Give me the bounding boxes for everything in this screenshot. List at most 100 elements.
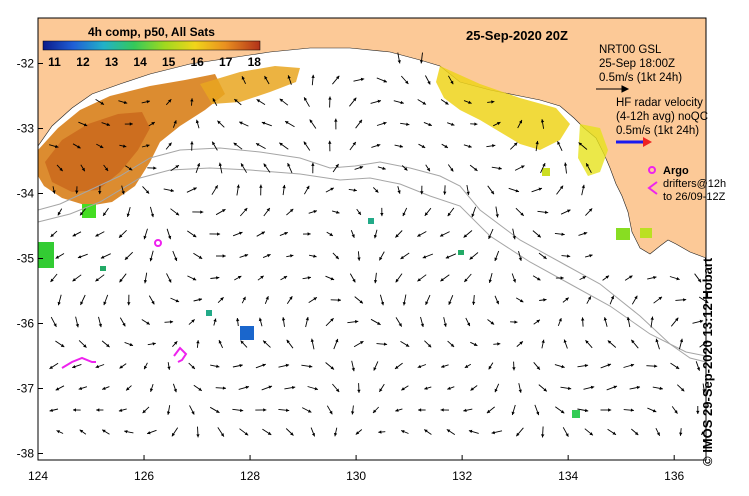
current-arrow-head [264, 76, 268, 80]
current-arrow-head [373, 280, 378, 284]
current-arrow-head [352, 142, 356, 146]
current-arrow-head [490, 321, 495, 325]
current-arrow-head [212, 98, 216, 102]
current-arrow-head [147, 431, 151, 435]
current-arrow-head [49, 365, 53, 369]
current-arrow-head [492, 144, 496, 148]
current-arrow-head [518, 257, 522, 261]
lat-tick-label: -35 [17, 252, 35, 266]
current-arrow-head [351, 367, 355, 372]
sst-pixels [38, 168, 652, 418]
current-arrow-head [419, 60, 424, 64]
current-arrow-head [420, 191, 424, 195]
current-arrow-head [119, 365, 123, 369]
current-arrow-head [395, 365, 399, 369]
current-arrow-head [355, 320, 359, 324]
current-arrow-head [376, 143, 381, 148]
current-arrow-head [244, 432, 249, 436]
argo-label: Argo [663, 165, 689, 177]
current-arrow-head [445, 101, 449, 105]
current-arrow-head [630, 408, 634, 412]
current-arrow-head [220, 297, 224, 301]
radar-scale-arrow-head [643, 137, 652, 147]
current-arrow-head [402, 302, 406, 306]
current-arrow-head [491, 100, 495, 104]
current-arrow-head [653, 276, 657, 280]
current-arrow-head [655, 338, 659, 343]
current-arrow-head [191, 411, 195, 415]
current-arrow-head [198, 387, 202, 391]
current-arrow-head [588, 208, 593, 212]
colorbar-ticks: 11 12 13 14 15 16 17 18 [48, 55, 261, 69]
current-arrow-head [222, 386, 226, 390]
current-arrow-head [168, 235, 172, 240]
current-arrow-head [336, 210, 340, 214]
current-arrow-head [557, 141, 561, 145]
current-arrow-head [495, 214, 499, 218]
current-arrow-head [52, 190, 56, 194]
current-arrow-head [335, 388, 340, 392]
current-arrow-head [240, 408, 244, 412]
current-arrow-head [440, 408, 444, 412]
current-arrow-head [537, 234, 541, 238]
current-arrow-head [73, 408, 76, 412]
current-arrow-head [379, 388, 383, 392]
colorbar [42, 40, 261, 51]
current-arrow-head [309, 364, 313, 368]
lon-tick-label: 124 [28, 469, 48, 483]
current-arrow-head [353, 188, 357, 192]
current-arrow-head [468, 429, 473, 434]
bathymetry-contours [37, 147, 707, 363]
current-arrow-head [536, 319, 540, 323]
current-arrow-head [290, 432, 294, 436]
current-arrow-head [195, 119, 200, 124]
current-arrow-head [237, 276, 242, 279]
current-arrow-head [359, 300, 363, 304]
current-arrow-head [561, 364, 565, 369]
current-arrow-head [474, 167, 478, 171]
current-arrow-head [379, 256, 383, 261]
current-arrow-head [175, 212, 180, 216]
current-arrow-head [421, 144, 426, 148]
current-arrow-head [222, 254, 226, 258]
current-arrow-head [676, 277, 680, 281]
current-arrow-head [656, 432, 660, 436]
current-arrow-head [398, 323, 402, 327]
current-arrow-head [427, 344, 432, 348]
current-arrow-head [60, 343, 65, 347]
current-arrow-head [173, 120, 177, 124]
model-scale-arrow [596, 85, 630, 93]
current-arrow-head [311, 433, 315, 437]
current-arrow-head [375, 189, 379, 193]
current-arrow-head [674, 410, 678, 414]
current-arrow-head [286, 408, 290, 412]
current-arrow-head [540, 119, 545, 123]
current-arrow-head [289, 208, 294, 213]
current-arrow-head [214, 185, 218, 189]
current-arrow-head [168, 142, 172, 147]
sst-pixel-cluster [206, 310, 212, 316]
lat-tick-label: -32 [17, 57, 35, 71]
current-arrow-head [309, 119, 313, 123]
current-arrow-head [450, 343, 455, 347]
current-arrow-head [699, 319, 704, 324]
current-arrow-head [310, 338, 314, 342]
current-arrow-head [258, 317, 263, 322]
current-arrow-head [654, 364, 658, 368]
current-arrow-head [382, 166, 386, 170]
current-arrow-head [146, 144, 150, 148]
current-arrow-head [83, 123, 88, 127]
current-arrow-head [446, 429, 451, 433]
current-arrow-head [612, 431, 616, 435]
colorbar-tick-label: 13 [105, 55, 119, 69]
current-arrow-head [286, 339, 290, 344]
current-arrow-head [702, 389, 706, 393]
current-arrow-head [355, 431, 360, 435]
current-arrow-head [447, 386, 451, 390]
drifter-track [61, 356, 96, 369]
current-arrow-head [285, 363, 290, 368]
current-arrow-head [380, 301, 385, 306]
current-arrow-head [443, 191, 447, 195]
current-arrow-head [313, 297, 317, 301]
current-arrow-head [279, 98, 284, 102]
